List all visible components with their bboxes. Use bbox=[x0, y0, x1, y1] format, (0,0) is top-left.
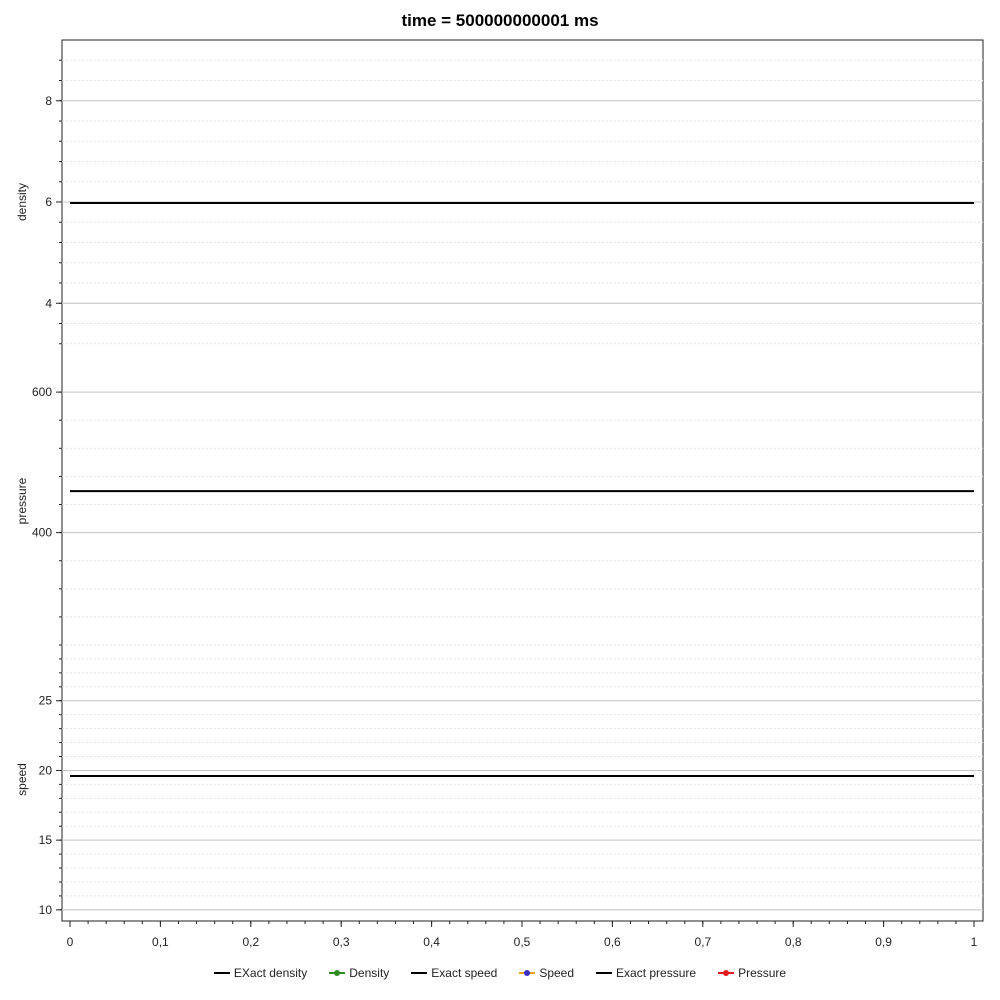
chart-legend: EXact density Density Exact speed Speed Exac… bbox=[0, 966, 1000, 980]
legend-swatch bbox=[213, 966, 230, 980]
legend-label: Exact speed bbox=[431, 966, 498, 980]
x-tick-label: 0 bbox=[67, 935, 74, 949]
y-tick-label: 15 bbox=[39, 833, 53, 847]
x-tick-label: 1 bbox=[971, 935, 978, 949]
x-tick-label: 0,3 bbox=[333, 935, 350, 949]
plot-frame bbox=[61, 39, 984, 922]
y-tick-label: 6 bbox=[45, 195, 52, 209]
legend-swatch bbox=[411, 966, 428, 980]
x-tick-label: 0,7 bbox=[694, 935, 711, 949]
x-tick-label: 0,5 bbox=[514, 935, 531, 949]
y-axis-title: density bbox=[15, 183, 29, 221]
legend-label: EXact density bbox=[233, 966, 308, 980]
legend-swatch bbox=[596, 966, 613, 980]
legend-item: Pressure bbox=[718, 966, 786, 980]
x-tick-label: 0,2 bbox=[242, 935, 259, 949]
legend-item: Speed bbox=[519, 966, 574, 980]
y-axis-title: speed bbox=[15, 763, 29, 796]
legend-label: Speed bbox=[539, 966, 575, 980]
legend-swatch bbox=[718, 966, 735, 980]
legend-item: EXact density bbox=[213, 966, 308, 980]
y-axis-title: pressure bbox=[15, 477, 29, 524]
legend-label: Density bbox=[349, 966, 390, 980]
legend-item: Density bbox=[329, 966, 389, 980]
x-tick-label: 0,6 bbox=[604, 935, 621, 949]
legend-item: Exact speed bbox=[411, 966, 497, 980]
legend-label: Pressure bbox=[738, 966, 787, 980]
y-tick-label: 8 bbox=[45, 94, 52, 108]
y-tick-label: 25 bbox=[39, 694, 53, 708]
y-tick-label: 20 bbox=[39, 763, 53, 777]
legend-swatch bbox=[329, 966, 346, 980]
y-tick-label: 10 bbox=[39, 903, 53, 917]
x-tick-label: 0,4 bbox=[423, 935, 440, 949]
y-tick-label: 400 bbox=[32, 526, 52, 540]
y-tick-label: 600 bbox=[32, 385, 52, 399]
x-tick-label: 0,1 bbox=[152, 935, 169, 949]
x-tick-label: 0,9 bbox=[875, 935, 892, 949]
legend-item: Exact pressure bbox=[596, 966, 696, 980]
y-tick-label: 4 bbox=[45, 296, 52, 310]
legend-swatch bbox=[519, 966, 536, 980]
x-tick-label: 0,8 bbox=[785, 935, 802, 949]
chart-title: time = 500000000001 ms bbox=[401, 11, 599, 30]
legend-label: Exact pressure bbox=[616, 966, 697, 980]
